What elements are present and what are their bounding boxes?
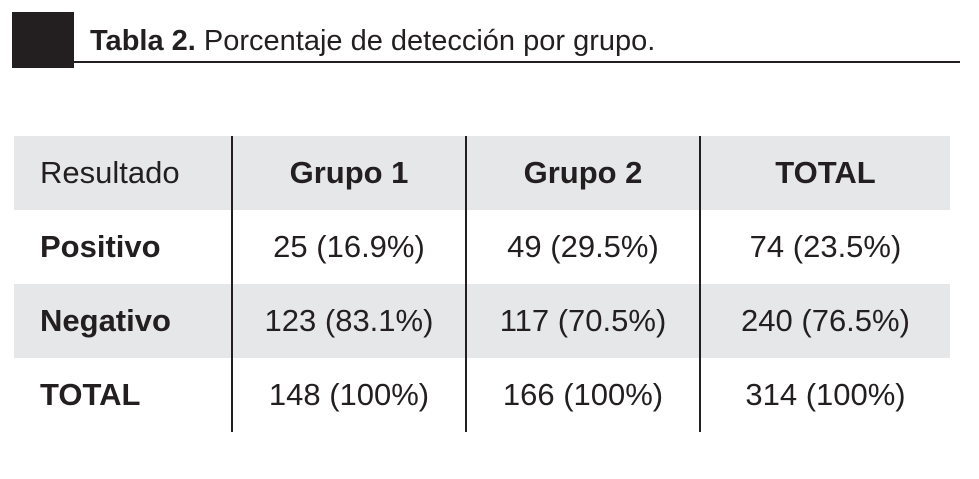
header-resultado: Resultado [14,136,232,210]
table-cell: 49 (29.5%) [465,210,700,284]
table-cell: 117 (70.5%) [465,284,700,358]
table-cell: 123 (83.1%) [231,284,466,358]
row-label: TOTAL [40,377,141,412]
caption-label: Tabla 2. [90,25,196,57]
table-caption: Tabla 2. Porcentaje de detección por gru… [90,22,655,60]
detection-table: Resultado Grupo 1 Grupo 2 TOTAL Positivo… [14,136,950,432]
caption-text: Porcentaje de detección por grupo. [203,25,656,57]
title-marker-block [12,12,74,68]
table-cell: 166 (100%) [465,358,700,432]
table-cell: 74 (23.5%) [699,210,950,284]
table-row-negativo: Negativo 123 (83.1%) 117 (70.5%) 240 (76… [14,284,950,358]
header-grupo-1: Grupo 1 [231,136,466,210]
row-label: Positivo [40,229,161,264]
table-cell: 314 (100%) [699,358,950,432]
header-total: TOTAL [699,136,950,210]
header-grupo-2: Grupo 2 [465,136,700,210]
table-row-total: TOTAL 148 (100%) 166 (100%) 314 (100%) [14,358,950,432]
table-cell: 148 (100%) [231,358,466,432]
table-row-positivo: Positivo 25 (16.9%) 49 (29.5%) 74 (23.5%… [14,210,950,284]
table-cell: 25 (16.9%) [231,210,466,284]
row-label: Negativo [14,284,232,358]
title-underline [74,61,960,63]
table-header-row: Resultado Grupo 1 Grupo 2 TOTAL [14,136,950,210]
table-cell: 240 (76.5%) [699,284,950,358]
